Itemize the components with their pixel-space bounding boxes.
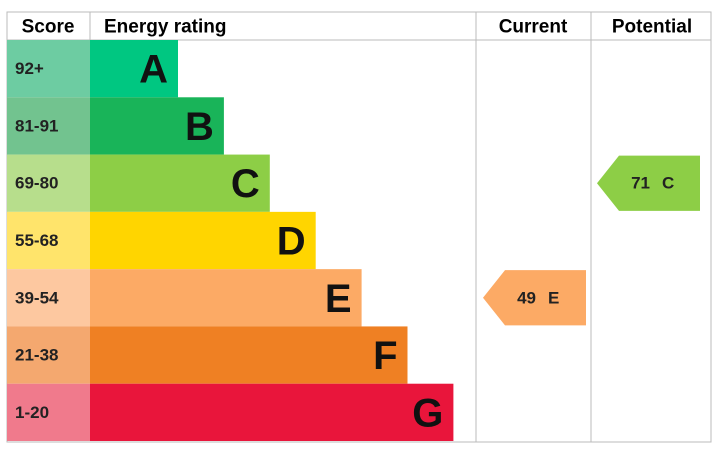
header-current: Current xyxy=(499,17,568,38)
rating-letter: C xyxy=(231,162,260,206)
rating-bar xyxy=(90,97,224,155)
rating-letter: D xyxy=(277,220,306,264)
header-score: Score xyxy=(22,17,75,38)
score-range: 55-68 xyxy=(15,231,58,250)
potential-value: 71 xyxy=(631,174,650,193)
current-letter: E xyxy=(548,288,559,307)
score-cell xyxy=(7,383,90,441)
score-cell xyxy=(7,269,90,327)
rating-bar xyxy=(90,383,454,441)
score-cell xyxy=(7,97,90,155)
current-value: 49 xyxy=(517,288,536,307)
rating-letter: B xyxy=(185,105,214,149)
potential-arrow xyxy=(597,155,700,211)
header-potential: Potential xyxy=(612,17,692,38)
potential-letter: C xyxy=(662,174,674,193)
score-range: 21-38 xyxy=(15,346,58,365)
score-range: 39-54 xyxy=(15,288,59,307)
score-cell xyxy=(7,211,90,270)
rating-bar xyxy=(90,211,316,270)
score-range: 69-80 xyxy=(15,174,58,193)
rating-letter: F xyxy=(373,334,397,378)
score-cell xyxy=(7,40,90,98)
rating-letter: A xyxy=(139,48,168,92)
score-cell xyxy=(7,326,90,384)
rating-bar xyxy=(90,326,408,384)
header-rating: Energy rating xyxy=(104,17,226,38)
score-range: 1-20 xyxy=(15,403,49,422)
score-range: 92+ xyxy=(15,59,44,78)
score-range: 81-91 xyxy=(15,116,58,135)
rating-letter: G xyxy=(412,391,443,435)
rating-bar xyxy=(90,154,270,212)
rating-bar xyxy=(90,269,362,327)
rating-letter: E xyxy=(325,277,352,321)
current-arrow xyxy=(483,270,586,326)
rating-bar xyxy=(90,40,178,98)
score-cell xyxy=(7,154,90,212)
